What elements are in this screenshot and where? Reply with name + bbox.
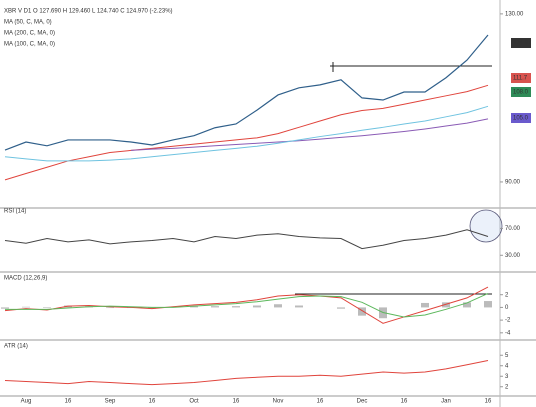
histogram-bar <box>295 305 303 308</box>
histogram-bar <box>253 305 261 308</box>
series-line <box>4 84 489 181</box>
histogram-bar <box>484 301 492 308</box>
histogram-bar <box>190 306 198 308</box>
price-tag-label: 111.7 <box>513 76 528 82</box>
series-line <box>4 34 489 151</box>
x-tick-label: 16 <box>401 399 408 405</box>
price-tag-label: 108.0 <box>513 90 529 96</box>
panel-title: XBR V D1 O 127.690 H 129.460 L 124.740 C… <box>4 9 173 15</box>
histogram-bar <box>274 304 282 308</box>
price-tag-label: 105.0 <box>513 116 529 122</box>
panel-title: RSI (14) <box>4 209 26 215</box>
panel-title: ATR (14) <box>4 344 28 350</box>
y-tick-label: -2 <box>505 318 511 324</box>
y-tick-label: 4 <box>505 363 509 369</box>
histogram-bar <box>463 302 471 308</box>
y-tick-label: 130.00 <box>505 11 524 17</box>
x-tick-label: 16 <box>65 399 72 405</box>
y-tick-label: 5 <box>505 353 509 359</box>
annotation-circle <box>469 209 503 243</box>
x-tick-label: 16 <box>317 399 324 405</box>
x-tick-label: Dec <box>357 399 368 405</box>
x-tick-label: Jan <box>441 399 451 405</box>
y-tick-label: 90.00 <box>505 180 521 186</box>
legend-entry: MA (200, C, MA, 0) <box>4 31 55 37</box>
x-tick-label: 16 <box>485 399 492 405</box>
histogram-bar <box>358 307 366 316</box>
y-tick-label: 3 <box>505 374 509 380</box>
series-line <box>4 229 489 250</box>
price-tag <box>511 113 531 123</box>
histogram-bar <box>1 307 9 309</box>
y-tick-label: 2 <box>505 384 509 390</box>
panel-title: MACD (12,26,9) <box>4 276 47 282</box>
series-line <box>130 118 489 151</box>
legend-entry: MA (50, C, MA, 0) <box>4 20 52 26</box>
series-line <box>4 360 489 386</box>
histogram-bar <box>43 307 51 309</box>
price-tag <box>511 38 531 48</box>
x-tick-label: Sep <box>105 399 116 405</box>
x-tick-label: Aug <box>21 399 32 405</box>
series-line <box>4 286 489 324</box>
y-tick-label: 2 <box>505 292 509 298</box>
histogram-bar <box>148 307 156 309</box>
histogram-bar <box>442 302 450 308</box>
x-tick-label: Oct <box>189 399 199 405</box>
price-tag-label: 124.97 <box>513 41 532 47</box>
histogram-bar <box>211 306 219 308</box>
x-tick-label: 16 <box>149 399 156 405</box>
x-tick-label: Nov <box>273 399 284 405</box>
series-line <box>5 292 489 318</box>
price-tag <box>511 73 531 83</box>
histogram-bar <box>106 307 114 309</box>
y-tick-label: -4 <box>505 330 511 336</box>
histogram-bar <box>232 306 240 308</box>
histogram-bar <box>421 302 429 308</box>
y-tick-label: 70.00 <box>505 226 521 232</box>
histogram-bar <box>337 307 345 309</box>
y-tick-label: 0 <box>505 305 509 311</box>
series-line <box>4 105 489 162</box>
x-tick-label: 16 <box>233 399 240 405</box>
legend-entry: MA (100, C, MA, 0) <box>4 42 55 48</box>
y-tick-label: 30.00 <box>505 253 521 259</box>
histogram-bar <box>22 306 30 308</box>
price-tag <box>511 87 531 97</box>
